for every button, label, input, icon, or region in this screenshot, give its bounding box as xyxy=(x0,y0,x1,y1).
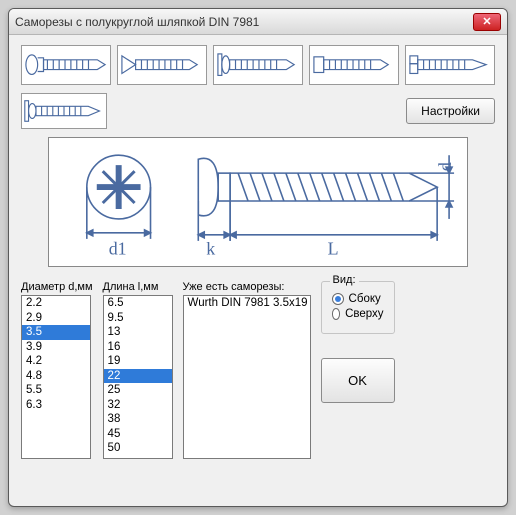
screw-icon xyxy=(22,50,110,79)
radio-side[interactable] xyxy=(332,293,344,305)
list-item[interactable]: 2.9 xyxy=(22,311,90,326)
have-column: Уже есть саморезы: Wurth DIN 7981 3.5x19 xyxy=(183,281,311,459)
settings-button[interactable]: Настройки xyxy=(406,98,495,124)
close-button[interactable]: ✕ xyxy=(473,13,501,31)
length-listbox[interactable]: 6.59.5131619222532384550 xyxy=(103,295,173,459)
dim-L-label: L xyxy=(328,239,339,259)
have-label: Уже есть саморезы: xyxy=(183,281,311,293)
right-column: Вид: Сбоку Сверху OK xyxy=(321,281,395,403)
screw-icon xyxy=(118,50,206,79)
screw-type-row xyxy=(21,45,495,85)
screw-icon xyxy=(22,97,106,125)
screw-type-thumb[interactable] xyxy=(117,45,207,85)
window-title: Саморезы с полукруглой шляпкой DIN 7981 xyxy=(15,15,473,29)
list-item[interactable]: 3.9 xyxy=(22,340,90,355)
dim-d-label: d xyxy=(435,162,455,171)
list-item[interactable]: 4.8 xyxy=(22,369,90,384)
diameter-column: Диаметр d,мм 2.22.93.53.94.24.85.56.3 xyxy=(21,281,93,459)
list-item[interactable]: 16 xyxy=(104,340,172,355)
titlebar: Саморезы с полукруглой шляпкой DIN 7981 … xyxy=(9,9,507,35)
screw-type-thumb[interactable] xyxy=(21,45,111,85)
have-listbox[interactable]: Wurth DIN 7981 3.5x19 xyxy=(183,295,311,459)
radio-side-row[interactable]: Сбоку xyxy=(332,293,384,305)
list-item[interactable]: 5.5 xyxy=(22,383,90,398)
dialog-window: Саморезы с полукруглой шляпкой DIN 7981 … xyxy=(8,8,508,507)
list-item[interactable]: 6.5 xyxy=(104,296,172,311)
list-item[interactable]: 25 xyxy=(104,383,172,398)
length-column: Длина l,мм 6.59.5131619222532384550 xyxy=(103,281,173,459)
diagram-svg: d1 k L d xyxy=(49,137,467,267)
list-item[interactable]: 19 xyxy=(104,354,172,369)
radio-top-row[interactable]: Сверху xyxy=(332,308,384,320)
radio-top-label: Сверху xyxy=(345,308,383,320)
screw-type-thumb[interactable] xyxy=(405,45,495,85)
list-item[interactable]: 22 xyxy=(104,369,172,384)
radio-side-label: Сбоку xyxy=(349,293,381,305)
ok-button[interactable]: OK xyxy=(321,358,395,403)
screw-type-thumb[interactable] xyxy=(309,45,399,85)
screw-icon xyxy=(214,50,302,79)
list-item[interactable]: 3.5 xyxy=(22,325,90,340)
list-item[interactable]: 50 xyxy=(104,441,172,456)
screw-type-thumb[interactable] xyxy=(21,93,107,129)
list-item[interactable]: 13 xyxy=(104,325,172,340)
row-secondary: Настройки xyxy=(21,93,495,129)
close-icon: ✕ xyxy=(482,15,491,28)
client-area: Настройки xyxy=(9,35,507,469)
view-groupbox: Вид: Сбоку Сверху xyxy=(321,281,395,334)
screw-icon xyxy=(406,50,494,79)
list-item[interactable]: 6.3 xyxy=(22,398,90,413)
list-item[interactable]: 9.5 xyxy=(104,311,172,326)
length-label: Длина l,мм xyxy=(103,281,173,293)
list-item[interactable]: 32 xyxy=(104,398,172,413)
list-item[interactable]: 45 xyxy=(104,427,172,442)
list-item[interactable]: 38 xyxy=(104,412,172,427)
bottom-panel: Диаметр d,мм 2.22.93.53.94.24.85.56.3 Дл… xyxy=(21,281,495,459)
dim-d1-label: d1 xyxy=(109,239,127,259)
list-item[interactable]: Wurth DIN 7981 3.5x19 xyxy=(184,296,310,311)
main-diagram: d1 k L d xyxy=(48,137,468,267)
diameter-label: Диаметр d,мм xyxy=(21,281,93,293)
screw-type-thumb[interactable] xyxy=(213,45,303,85)
list-item[interactable]: 2.2 xyxy=(22,296,90,311)
screw-icon xyxy=(310,50,398,79)
list-item[interactable]: 4.2 xyxy=(22,354,90,369)
dim-k-label: k xyxy=(206,239,215,259)
radio-top[interactable] xyxy=(332,308,341,320)
diameter-listbox[interactable]: 2.22.93.53.94.24.85.56.3 xyxy=(21,295,91,459)
view-group-label: Вид: xyxy=(330,274,359,286)
